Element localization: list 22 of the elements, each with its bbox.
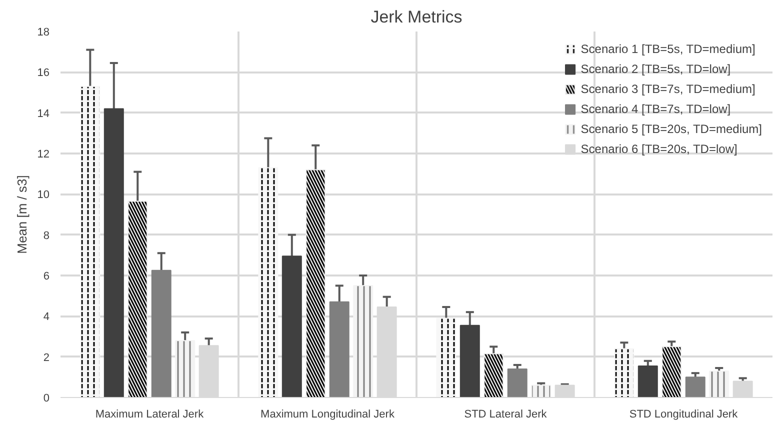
- legend-label: Scenario 4 [TB=7s, TD=low]: [580, 101, 731, 117]
- y-tick-label: 14: [37, 108, 50, 120]
- y-tick-label: 8: [43, 230, 50, 242]
- x-tick-label: Maximum Longitudinal Jerk: [260, 408, 395, 420]
- x-tick-label: STD Lateral Jerk: [464, 408, 548, 420]
- chart-title: Jerk Metrics: [370, 8, 462, 26]
- legend-label: Scenario 1 [TB=5s, TD=medium]: [580, 41, 756, 57]
- y-tick-label: 2: [43, 352, 50, 364]
- y-tick-label: 16: [37, 67, 50, 80]
- legend-label: Scenario 5 [TB=20s, TD=medium]: [580, 121, 762, 137]
- y-tick-label: 10: [37, 189, 50, 202]
- y-tick-label: 6: [43, 270, 50, 282]
- legend-label: Scenario 2 [TB=5s, TD=low]: [580, 61, 731, 77]
- y-axis-title: Mean [m / s3]: [14, 175, 30, 254]
- y-tick-label: 4: [43, 311, 50, 324]
- legend-label: Scenario 6 [TB=20s, TD=low]: [580, 141, 738, 157]
- x-tick-label: Maximum Lateral Jerk: [95, 408, 204, 420]
- legend-label: Scenario 3 [TB=7s, TD=medium]: [580, 81, 756, 97]
- y-tick-label: 12: [37, 148, 50, 160]
- x-tick-label: STD Longitudinal Jerk: [629, 408, 738, 420]
- y-tick-label: 18: [37, 26, 50, 38]
- y-tick-label: 0: [43, 392, 50, 404]
